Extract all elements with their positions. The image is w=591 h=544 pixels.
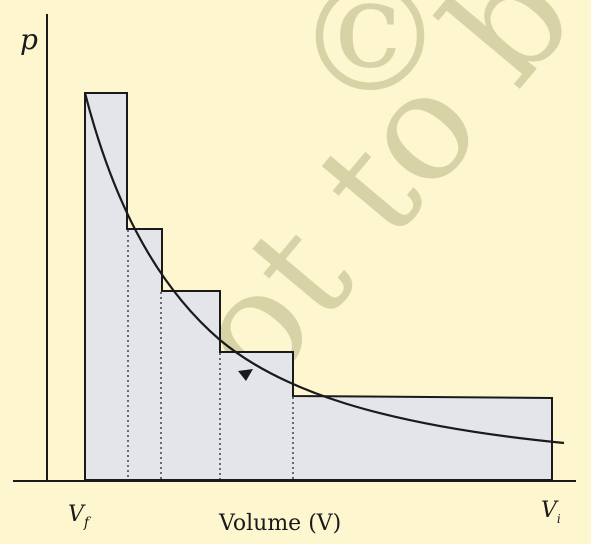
- y-axis-label: p: [20, 23, 38, 56]
- step-dividers: [127, 230, 294, 480]
- isotherm-curve: [83, 92, 565, 445]
- watermark-copyright-symbol: ©: [295, 0, 445, 126]
- x-tick-vf: Vf: [68, 502, 92, 531]
- curve-arrow: [238, 369, 253, 381]
- x-tick-vi: Vi: [541, 498, 561, 526]
- x-axis-label: Volume (V): [218, 511, 341, 536]
